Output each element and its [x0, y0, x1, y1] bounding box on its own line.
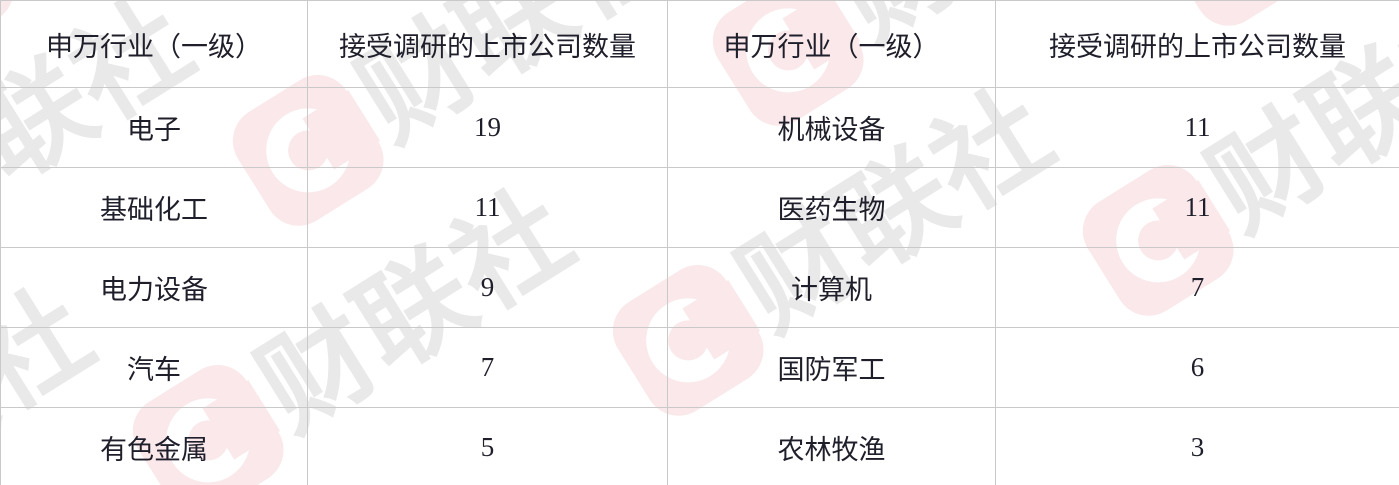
header-industry-right: 申万行业（一级）	[667, 0, 996, 88]
industry-cell-right: 计算机	[667, 247, 996, 328]
table-row: 有色金属 5 农林牧渔 3	[0, 407, 1399, 485]
count-cell-right: 7	[995, 247, 1399, 328]
count-cell-left: 19	[307, 87, 668, 168]
header-count-right: 接受调研的上市公司数量	[995, 0, 1399, 88]
count-cell-right: 6	[995, 327, 1399, 408]
industry-cell-left: 有色金属	[0, 407, 308, 485]
header-industry-left: 申万行业（一级）	[0, 0, 308, 88]
table-header: 申万行业（一级） 接受调研的上市公司数量 申万行业（一级） 接受调研的上市公司数…	[0, 0, 1399, 88]
count-cell-left: 7	[307, 327, 668, 408]
table-row: 电子 19 机械设备 11	[0, 87, 1399, 168]
header-row: 申万行业（一级） 接受调研的上市公司数量 申万行业（一级） 接受调研的上市公司数…	[0, 0, 1399, 88]
count-cell-right: 11	[995, 87, 1399, 168]
industry-cell-right: 医药生物	[667, 167, 996, 248]
industry-cell-right: 国防军工	[667, 327, 996, 408]
industry-cell-right: 农林牧渔	[667, 407, 996, 485]
industry-cell-left: 基础化工	[0, 167, 308, 248]
count-cell-left: 11	[307, 167, 668, 248]
count-cell-left: 5	[307, 407, 668, 485]
count-cell-left: 9	[307, 247, 668, 328]
table-row: 汽车 7 国防军工 6	[0, 327, 1399, 408]
count-cell-right: 11	[995, 167, 1399, 248]
industry-cell-left: 电子	[0, 87, 308, 168]
table-body: 电子 19 机械设备 11 基础化工 11 医药生物 11 电力设备 9 计算机 7 汽车 7 国防军工 6 有…	[0, 87, 1399, 485]
header-count-left: 接受调研的上市公司数量	[307, 0, 668, 88]
count-cell-right: 3	[995, 407, 1399, 485]
table-row: 电力设备 9 计算机 7	[0, 247, 1399, 328]
table-row: 基础化工 11 医药生物 11	[0, 167, 1399, 248]
industry-cell-left: 电力设备	[0, 247, 308, 328]
industry-cell-left: 汽车	[0, 327, 308, 408]
industry-cell-right: 机械设备	[667, 87, 996, 168]
